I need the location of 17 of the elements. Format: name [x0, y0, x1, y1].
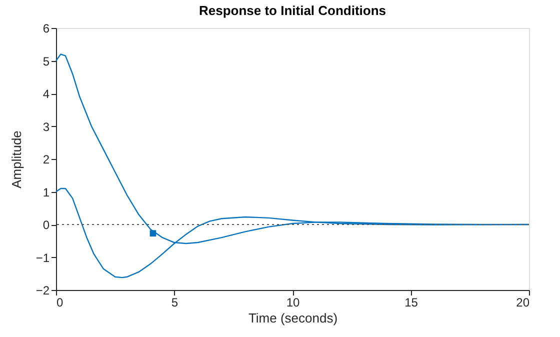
y-tick-label: −2	[36, 284, 50, 298]
y-tick-label: 2	[42, 152, 50, 166]
x-axis-title: Time (seconds)	[248, 310, 338, 326]
y-tick-label: 0	[42, 218, 50, 232]
x-tick-label: 15	[404, 296, 418, 310]
y-tick-label: 5	[42, 54, 50, 68]
x-tick-label: 5	[171, 296, 178, 310]
y-tick-label: 3	[42, 120, 50, 134]
y-tick-label: 6	[42, 22, 50, 36]
x-tick-label: 10	[286, 296, 300, 310]
chart-title: Response to Initial Conditions	[198, 3, 386, 18]
y-tick-label: −1	[36, 250, 50, 265]
y-axis-title: Amplitude	[8, 130, 24, 188]
y-tick-label: 1	[42, 185, 50, 200]
x-tick-label: 20	[516, 296, 530, 310]
y-tick-label: 4	[42, 87, 50, 101]
x-tick-label: 0	[56, 296, 64, 310]
